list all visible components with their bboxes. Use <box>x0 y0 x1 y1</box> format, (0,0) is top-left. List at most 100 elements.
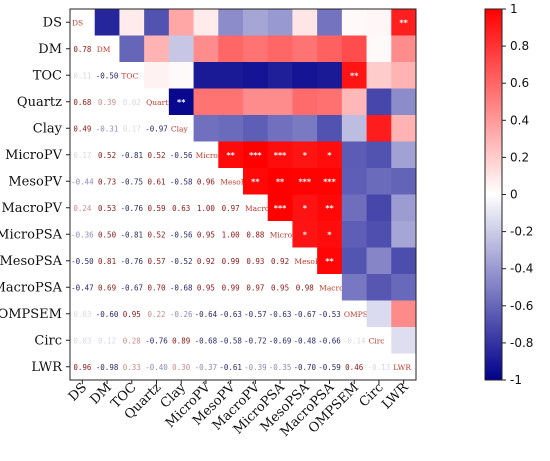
correlation-value: 0.73 <box>98 177 116 186</box>
lower-cell <box>193 194 219 222</box>
heatmap-cell-TOC-MicroPV <box>193 62 219 89</box>
lower-cell <box>94 141 120 169</box>
heatmap-cell-MicroPSA-MesoPSA <box>292 221 318 248</box>
lower-cell <box>317 353 343 381</box>
correlation-value: -0.68 <box>170 283 193 292</box>
lower-cell <box>317 300 343 328</box>
correlation-value: 0.68 <box>73 98 92 107</box>
lower-cell <box>243 300 269 328</box>
heatmap-cell-Clay-MacroPV <box>243 115 269 142</box>
diagonal-cell <box>168 115 195 142</box>
correlation-value: 1.00 <box>197 204 216 213</box>
correlation-value: 0.97 <box>222 204 240 213</box>
lower-cell <box>94 221 120 248</box>
correlation-value: 0.92 <box>271 257 289 266</box>
colorbar-tick-label: -0.4 <box>510 262 533 276</box>
lower-cell <box>193 300 219 328</box>
colorbar-tick-label: 0.6 <box>510 76 529 90</box>
heatmap-cell-DS-MesoPSA <box>292 9 318 36</box>
lower-cell <box>70 141 96 169</box>
correlation-value: 0.92 <box>197 257 215 266</box>
diagonal-cell <box>218 168 244 195</box>
heatmap-cell-DM-MesoPSA <box>292 35 318 63</box>
correlation-value: -0.66 <box>318 336 341 345</box>
heatmap-cell-TOC-MesoPV <box>218 62 244 89</box>
correlation-value: -0.63 <box>269 310 292 319</box>
lower-cell <box>193 353 219 381</box>
heatmap-cell-MicroPV-MacroPV <box>243 141 269 169</box>
correlation-value: 0.96 <box>73 363 92 372</box>
lower-cell <box>218 353 244 381</box>
row-label: MicroPSA <box>0 227 63 242</box>
lower-cell <box>193 168 219 195</box>
heatmap-cell-MicroPSA-MacroPSA <box>317 221 343 248</box>
colorbar-tick-label: -0.6 <box>510 299 533 313</box>
colorbar-tick-label: -1 <box>510 373 522 387</box>
correlation-value: -0.76 <box>145 336 168 345</box>
lower-cell <box>70 353 96 381</box>
lower-cell <box>119 300 145 328</box>
heatmap-cell-DS-LWR <box>391 9 417 36</box>
lower-cell <box>94 274 120 301</box>
correlation-value: 0.61 <box>147 177 165 186</box>
correlation-value: -0.81 <box>120 151 143 160</box>
correlation-value: -0.56 <box>170 151 193 160</box>
heatmap-cell-MacroPV-LWR <box>391 194 417 222</box>
lower-cell <box>70 194 96 222</box>
colorbar <box>484 8 503 381</box>
heatmap-cell-DS-MicroPV <box>193 9 219 36</box>
correlation-value: 0.50 <box>98 230 117 239</box>
heatmap-cell-DM-Clay <box>168 35 195 63</box>
heatmap-cell-DS-Quartz <box>144 9 170 36</box>
diagonal-label: MicroPSA <box>270 230 309 239</box>
correlation-value: 0.46 <box>345 363 364 372</box>
significance-marker: * <box>303 204 308 213</box>
row-label: MicroPV <box>5 148 63 163</box>
lower-cell <box>94 115 120 142</box>
correlation-value: 0.12 <box>98 336 116 345</box>
lower-cell <box>168 141 195 169</box>
correlation-value: -0.68 <box>195 336 218 345</box>
lower-cell <box>218 221 244 248</box>
lower-cell <box>243 353 269 381</box>
significance-marker: * <box>303 151 308 160</box>
correlation-value: 0.95 <box>197 230 215 239</box>
correlation-value: 0.96 <box>197 177 216 186</box>
correlation-value: -0.40 <box>145 363 168 372</box>
heatmap-cell-DS-MicroPSA <box>267 9 293 36</box>
lower-cell <box>168 194 195 222</box>
diagonal-label: MicroPV <box>196 151 229 160</box>
significance-marker: * <box>303 230 308 239</box>
lower-cell <box>70 300 96 328</box>
correlation-value: -0.48 <box>293 336 316 345</box>
correlation-value: -0.60 <box>96 310 119 319</box>
lower-cell <box>218 194 244 222</box>
column-label: DS <box>66 380 90 404</box>
lower-cell <box>144 221 170 248</box>
heatmap-cell-MesoPV-MesoPSA <box>292 168 318 195</box>
heatmap-cell-Quartz-MesoPSA <box>292 88 318 116</box>
heatmap-cell-Quartz-MacroPSA <box>317 88 343 116</box>
lower-cell <box>144 141 170 169</box>
heatmap-cell-MesoPV-OMPSEM <box>341 168 368 195</box>
heatmap-cell-MacroPV-MicroPSA <box>267 194 293 222</box>
correlation-value: -0.36 <box>71 230 94 239</box>
diagonal-label: Quartz <box>146 98 172 107</box>
lower-cell <box>341 353 368 381</box>
correlation-value: 0.57 <box>147 257 165 266</box>
heatmap-cell-MicroPV-LWR <box>391 141 417 169</box>
correlation-value: 0.78 <box>73 45 92 54</box>
row-label: LWR <box>31 360 63 375</box>
lower-cell <box>168 327 195 354</box>
significance-marker: * <box>327 151 332 160</box>
heatmap-cell-DM-TOC <box>119 35 145 63</box>
heatmap-cell-DM-MacroPSA <box>317 35 343 63</box>
correlation-value: -0.13 <box>368 363 391 372</box>
heatmap-cell-Clay-Circ <box>366 115 392 142</box>
row-label: Circ <box>34 333 62 348</box>
correlation-value: 0.63 <box>172 204 190 213</box>
correlation-value: 0.11 <box>73 71 91 80</box>
lower-cell <box>119 274 145 301</box>
heatmap-cell-TOC-MicroPSA <box>267 62 293 89</box>
correlation-value: -0.63 <box>219 310 242 319</box>
